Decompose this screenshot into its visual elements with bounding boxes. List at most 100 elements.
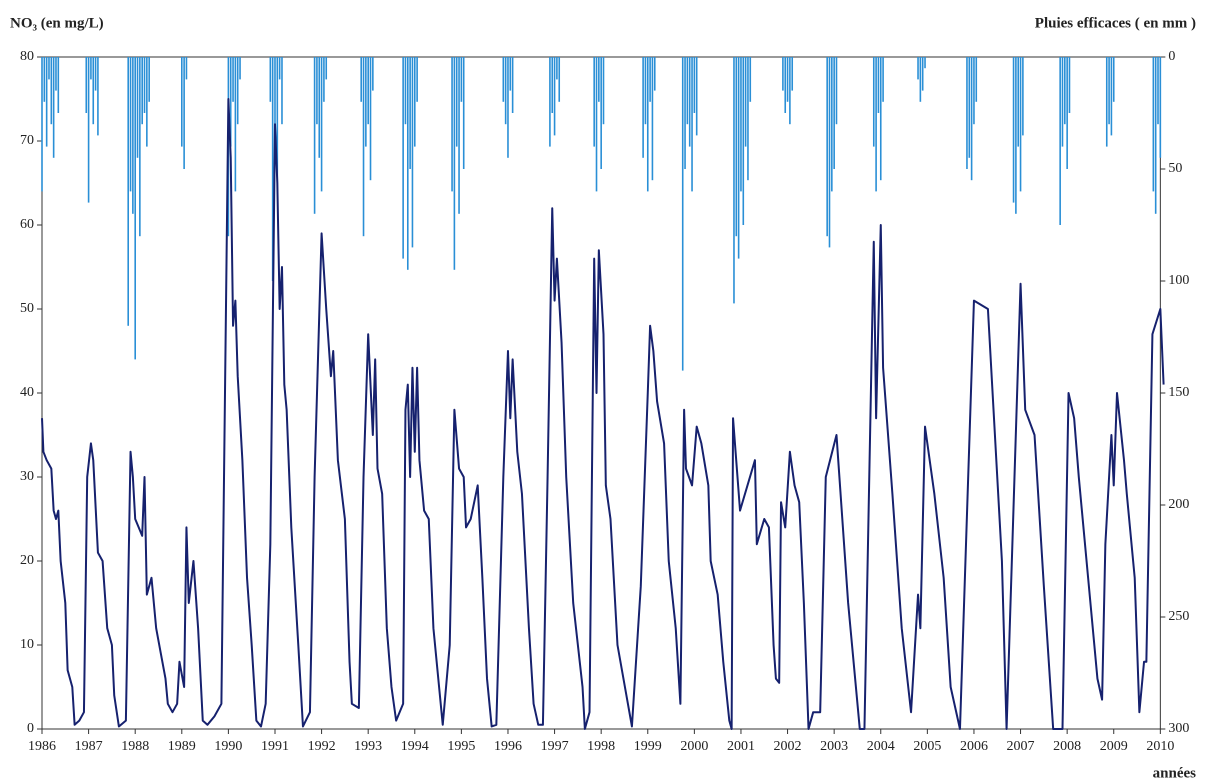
rain-bar — [372, 57, 374, 91]
rain-bar — [1059, 57, 1061, 225]
y-tick-label: 80 — [20, 49, 34, 64]
rain-bar — [558, 57, 561, 102]
rain-bar — [507, 57, 509, 158]
rain-bar — [411, 57, 414, 248]
rain-bar — [185, 57, 188, 80]
rain-bar — [1064, 57, 1066, 125]
rain-bar — [141, 57, 143, 125]
rain-bar — [90, 57, 92, 80]
rain-bar — [551, 57, 554, 113]
rain-bar — [786, 57, 789, 102]
rain-bar — [360, 57, 362, 102]
y2-tick-label: 100 — [1168, 273, 1189, 288]
rain-bar — [139, 57, 141, 237]
y-tick-label: 60 — [20, 217, 34, 232]
rain-bar — [651, 57, 654, 181]
rain-bar — [1012, 57, 1015, 203]
rain-bar — [1105, 57, 1108, 147]
rain-bar — [649, 57, 651, 102]
rain-bar — [747, 57, 749, 181]
rain-bar — [458, 57, 460, 214]
rain-bar — [85, 57, 88, 113]
rain-bar — [276, 57, 279, 192]
rain-bar — [316, 57, 318, 125]
rain-bar — [281, 57, 283, 125]
rain-bar — [365, 57, 367, 147]
rain-bar — [1154, 57, 1157, 214]
x-tick-label: 2007 — [1007, 739, 1035, 754]
rain-bar — [1068, 57, 1071, 113]
rain-bar — [318, 57, 321, 158]
rain-bar — [504, 57, 507, 125]
rain-bar — [45, 57, 48, 147]
rain-bar — [975, 57, 978, 102]
rain-bar — [733, 57, 735, 304]
rain-bar — [749, 57, 752, 102]
rain-bar — [55, 57, 57, 91]
x-tick-label: 2005 — [913, 739, 941, 754]
no3-line — [41, 98, 1165, 730]
rain-bar — [1159, 57, 1162, 158]
rain-bar — [973, 57, 975, 125]
y2-axis-label: Pluies efficaces ( en mm ) — [1035, 15, 1196, 31]
rain-bar — [132, 57, 134, 214]
rain-bar — [269, 57, 272, 102]
y-tick-label: 70 — [20, 133, 34, 148]
rain-bar — [735, 57, 738, 237]
rain-bar — [789, 57, 791, 125]
rain-bar — [180, 57, 183, 147]
rain-bar — [52, 57, 55, 158]
y-tick-label: 0 — [27, 721, 34, 736]
rain-bar — [146, 57, 148, 147]
rain-bar — [831, 57, 833, 192]
rain-bar — [646, 57, 649, 192]
rain-bar — [691, 57, 693, 192]
rain-bar — [1061, 57, 1064, 147]
rain-bar — [41, 57, 43, 192]
rain-bar — [742, 57, 745, 225]
x-tick-label: 2009 — [1100, 739, 1128, 754]
rain-bar — [1015, 57, 1017, 214]
x-tick-label: 2004 — [867, 739, 895, 754]
rain-bar — [313, 57, 316, 214]
rain-bar — [828, 57, 831, 248]
rain-bar — [681, 57, 684, 371]
rain-bar — [402, 57, 404, 259]
rain-bar — [1152, 57, 1155, 192]
x-tick-label: 1989 — [168, 739, 196, 754]
y-tick-label: 20 — [20, 553, 34, 568]
rain-bar — [917, 57, 919, 80]
x-tick-label: 1990 — [214, 739, 242, 754]
rain-bar — [740, 57, 742, 192]
rain-bar — [453, 57, 456, 270]
x-tick-label: 1986 — [28, 739, 56, 754]
rain-bar — [875, 57, 877, 192]
rain-bar — [744, 57, 747, 147]
rain-bar — [826, 57, 828, 237]
rain-bar — [1066, 57, 1068, 169]
rain-bar — [87, 57, 90, 203]
rain-bar — [782, 57, 784, 91]
rain-bar — [879, 57, 882, 181]
rain-bar — [593, 57, 595, 147]
rain-bar — [919, 57, 922, 102]
rain-bar — [602, 57, 605, 125]
rain-bar — [462, 57, 465, 169]
rain-bar — [323, 57, 325, 102]
rain-bar — [642, 57, 644, 158]
rain-bar — [556, 57, 558, 80]
x-tick-label: 1993 — [354, 739, 382, 754]
rain-bar — [877, 57, 880, 113]
rain-bar — [232, 57, 234, 102]
y-axis-label: NO₃ (en mg/L) — [10, 15, 104, 31]
rain-bar — [737, 57, 740, 259]
rain-bar — [134, 57, 136, 360]
rain-bar — [50, 57, 53, 125]
y2-tick-label: 150 — [1168, 385, 1189, 400]
y-tick-label: 50 — [20, 301, 34, 316]
rain-bar — [320, 57, 323, 192]
x-tick-label: 2000 — [680, 739, 708, 754]
rain-bar — [511, 57, 514, 113]
rain-bar — [369, 57, 372, 181]
rain-bar — [1110, 57, 1113, 136]
